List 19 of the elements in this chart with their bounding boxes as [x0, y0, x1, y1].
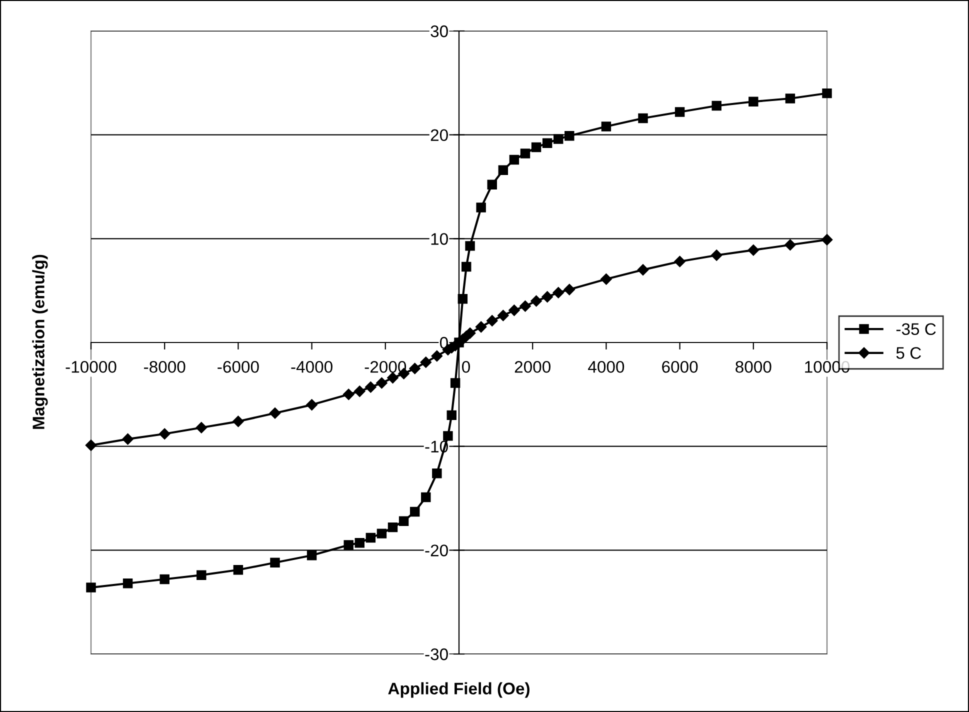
y-tick-label: -20: [425, 544, 448, 556]
x-tick-label: 6000: [662, 360, 698, 373]
legend-label: -35 C: [896, 323, 936, 336]
y-tick-label: 30: [430, 25, 448, 38]
y-tick-label: -30: [425, 648, 448, 660]
legend-label: 5 C: [896, 347, 921, 359]
x-tick-label: -6000: [218, 360, 259, 373]
x-tick-label: 2000: [514, 360, 550, 373]
y-tick-label: 10: [431, 233, 448, 245]
x-tick-label: 8000: [736, 360, 772, 373]
x-tick-label: 0: [462, 360, 470, 373]
x-axis-title: Applied Field (Oe): [388, 682, 530, 698]
x-tick-label: -10000: [66, 360, 116, 373]
y-axis-title: Magnetization (emu/g): [32, 254, 48, 429]
x-tick-label: -8000: [144, 360, 186, 373]
y-tick-label: 20: [430, 129, 448, 142]
x-tick-label: 10000: [805, 360, 850, 373]
x-tick-label: -4000: [291, 360, 332, 373]
x-tick-label: 4000: [588, 360, 624, 373]
